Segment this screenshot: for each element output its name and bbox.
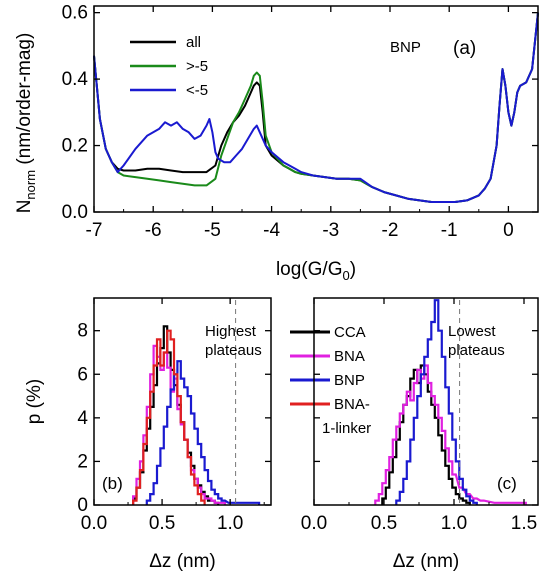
panel-a-legend: all >-5 <-5 [130, 34, 208, 99]
panel-a-x-tick-label: -3 [322, 220, 339, 241]
panel-b-hist-3 [132, 329, 206, 505]
panel-c-frame [313, 297, 539, 506]
panel-b-x-axis-label: Δz (nm) [149, 551, 216, 572]
panel-b-legend: CCA BNA BNP BNA- 1-linker [290, 324, 371, 437]
panel-c-x-axis-label: Δz (nm) [393, 551, 460, 572]
panel-c-annotation-line1: Lowest [448, 323, 496, 340]
panel-a-x-tick-label: -2 [382, 220, 399, 241]
panel-a-x-tick-label: -6 [145, 220, 162, 241]
panel-a-y-tick-label: 0.4 [62, 69, 89, 90]
panel-a-x-axis-label: log(G/G0) [276, 259, 356, 283]
panel-b-legend-label-3: BNA- [334, 396, 370, 413]
panel-a-series-2 [93, 12, 539, 203]
panel-a-y-tick-label: 0.6 [62, 3, 88, 24]
panel-c-hist-1 [374, 364, 527, 505]
panel-a-x-tick-label: 0 [503, 220, 514, 241]
panel-a-x-tick-label: -4 [263, 220, 280, 241]
panel-a-y-tick-label: 0.2 [62, 136, 88, 157]
panel-a-legend-label-0: all [186, 34, 201, 51]
panel-b-hist-2 [145, 360, 261, 505]
panel-b-y-tick-label: 6 [77, 364, 88, 385]
panel-b-y-tick-label: 2 [77, 451, 88, 472]
panel-a-x-tick-label: -1 [441, 220, 458, 241]
panel-c: 0.0 0.5 1.0 1.5 Lowest plateaus (c) Δz (nm) [301, 297, 539, 572]
panel-b-legend-label-1: BNA [334, 348, 365, 365]
panel-c-label: (c) [497, 474, 517, 493]
panel-c-x-tick-label: 1.0 [441, 513, 467, 534]
panel-c-hist-0 [381, 364, 471, 505]
panel-c-annotation-line2: plateaus [448, 342, 505, 359]
panel-a-annotation: BNP [390, 39, 421, 56]
panel-b-label: (b) [102, 474, 123, 493]
panel-b-x-tick-label: 1.0 [217, 513, 243, 534]
panel-a-x-tick-label: -5 [204, 220, 221, 241]
panel-b-y-axis-label: p (%) [24, 379, 45, 424]
panel-a-legend-label-2: <-5 [186, 82, 208, 99]
panel-c-x-tick-label: 0.5 [371, 513, 397, 534]
panel-b-frame [93, 297, 272, 506]
panel-b-y-tick-label: 4 [77, 408, 88, 429]
panel-a-frame [93, 5, 539, 213]
panel-b-annotation-line1: Highest [205, 323, 257, 340]
panel-b: 0.0 0.5 1.0 0 2 4 6 8 Highest plateaus (b) CCA B… [24, 297, 371, 572]
panel-c-x-tick-label: 1.5 [511, 513, 537, 534]
panel-c-hist-2 [395, 299, 478, 505]
panel-a-y-tick-label: 0.0 [62, 202, 88, 223]
panel-b-annotation-line2: plateaus [205, 342, 262, 359]
panel-a-label: (a) [453, 38, 476, 59]
panel-a-x-tick-label: -7 [86, 220, 103, 241]
panel-b-x-tick-label: 0.0 [81, 513, 107, 534]
panel-b-legend-label-2: BNP [334, 372, 365, 389]
panel-a: -7 -6 -5 -4 -3 -2 -1 0 0.0 0.2 0.4 0.6 BNP (a) all >… [14, 3, 539, 283]
panel-b-legend-label-0: CCA [334, 324, 366, 341]
panel-b-x-tick-label: 0.5 [149, 513, 175, 534]
panel-a-legend-label-1: >-5 [186, 58, 208, 75]
panel-c-x-tick-label: 0.0 [301, 513, 327, 534]
panel-b-legend-label-3-line2: 1-linker [322, 420, 371, 437]
panel-b-y-tick-label: 8 [77, 321, 88, 342]
panel-b-y-tick-label: 0 [77, 495, 88, 516]
panel-a-y-axis-label: Nnorm (nm/order-mag) [14, 33, 38, 214]
